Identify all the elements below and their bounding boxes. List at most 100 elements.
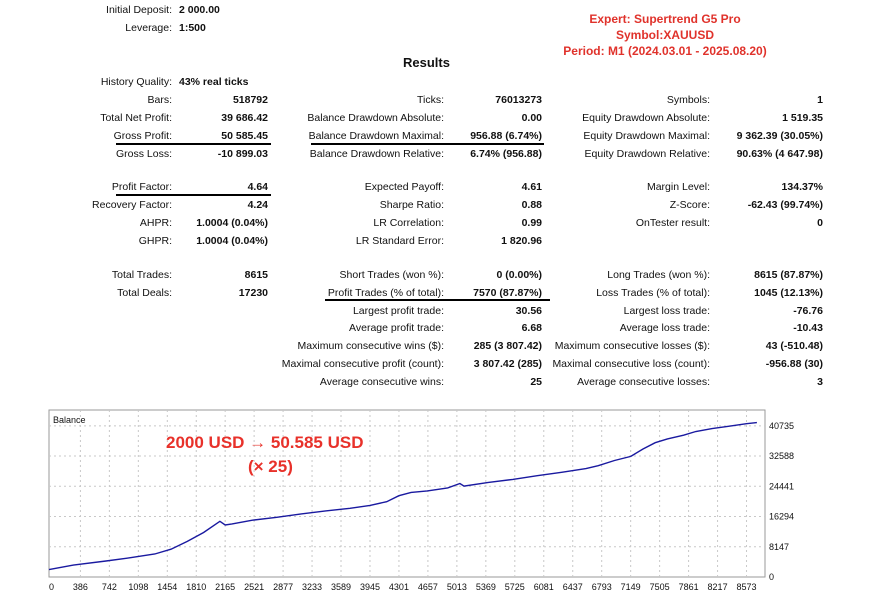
x-tick-label: 4301 <box>389 582 409 592</box>
x-tick-label: 5369 <box>476 582 496 592</box>
z-score-value: -62.43 (99.74%) <box>747 199 823 211</box>
profit-trades-label: Profit Trades (% of total): <box>327 287 444 299</box>
balance-dd-absolute-label: Balance Drawdown Absolute: <box>307 112 444 124</box>
average-loss-trade-label: Average loss trade: <box>619 322 710 334</box>
history-quality-value: 43% real ticks <box>179 76 249 88</box>
max-consecutive-wins-value: 285 (3 807.42) <box>473 340 542 352</box>
x-tick-label: 7149 <box>621 582 641 592</box>
balance-dd-relative-value: 6.74% (956.88) <box>470 148 542 160</box>
growth-annotation-line2: (× 25) <box>248 457 293 476</box>
bars-label: Bars: <box>147 94 172 106</box>
sharpe-ratio-value: 0.88 <box>521 199 542 211</box>
average-consecutive-losses-label: Average consecutive losses: <box>577 376 710 388</box>
symbols-label: Symbols: <box>666 94 710 106</box>
y-tick-label: 32588 <box>769 451 794 461</box>
long-trades-value: 8615 (87.87%) <box>754 269 823 281</box>
x-tick-label: 8217 <box>708 582 728 592</box>
largest-loss-trade-label: Largest loss trade: <box>623 305 710 317</box>
max-consecutive-losses-label: Maximum consecutive losses ($): <box>554 340 710 352</box>
average-consecutive-wins-label: Average consecutive wins: <box>319 376 444 388</box>
x-tick-label: 2165 <box>215 582 235 592</box>
balance-chart-svg: Balance 0 8147 16294 24441 32588 40735 0 386 742 1… <box>48 409 794 592</box>
gross-loss-value: -10 899.03 <box>217 148 268 160</box>
total-net-profit-label: Total Net Profit: <box>100 112 172 124</box>
y-tick-label: 40735 <box>769 421 794 431</box>
x-tick-label: 2521 <box>244 582 264 592</box>
leverage-label: Leverage: <box>125 22 172 34</box>
lr-correlation-value: 0.99 <box>521 217 542 229</box>
lr-correlation-label: LR Correlation: <box>373 217 444 229</box>
history-quality-label: History Quality: <box>100 76 172 88</box>
x-tick-label: 386 <box>73 582 88 592</box>
total-deals-label: Total Deals: <box>117 287 172 299</box>
average-consecutive-losses-value: 3 <box>817 376 823 388</box>
x-tick-label: 5725 <box>505 582 525 592</box>
largest-loss-trade-value: -76.76 <box>793 305 823 317</box>
lr-standard-error-value: 1 820.96 <box>501 235 542 247</box>
average-consecutive-wins-value: 25 <box>530 376 542 388</box>
gross-profit-value: 50 585.45 <box>221 130 268 142</box>
ahpr-value: 1.0004 (0.04%) <box>196 217 268 229</box>
long-trades-label: Long Trades (won %): <box>607 269 710 281</box>
test-period: Period: M1 (2024.03.01 - 2025.08.20) <box>563 44 767 58</box>
gross-loss-label: Gross Loss: <box>115 148 172 160</box>
average-loss-trade-value: -10.43 <box>793 322 823 334</box>
results-title: Results <box>403 55 450 70</box>
x-tick-label: 3233 <box>302 582 322 592</box>
x-tick-label: 3589 <box>331 582 351 592</box>
lr-standard-error-label: LR Standard Error: <box>355 235 444 247</box>
balance-dd-maximal-underline <box>311 143 544 145</box>
balance-dd-maximal-label: Balance Drawdown Maximal: <box>308 130 444 142</box>
total-net-profit-value: 39 686.42 <box>221 112 268 124</box>
x-tick-label: 1098 <box>128 582 148 592</box>
profit-factor-value: 4.64 <box>247 181 268 193</box>
equity-dd-relative-label: Equity Drawdown Relative: <box>584 148 710 160</box>
x-tick-label: 1810 <box>186 582 206 592</box>
initial-deposit-label: Initial Deposit: <box>106 4 172 16</box>
balance-chart: Balance 0 8147 16294 24441 32588 40735 0 386 742 1… <box>0 405 875 600</box>
x-tick-label: 0 <box>49 582 54 592</box>
recovery-factor-value: 4.24 <box>247 199 268 211</box>
balance-dd-relative-label: Balance Drawdown Relative: <box>309 148 444 160</box>
gross-profit-underline <box>116 143 271 145</box>
expected-payoff-value: 4.61 <box>521 181 542 193</box>
ticks-label: Ticks: <box>416 94 444 106</box>
profit-factor-underline <box>116 194 271 196</box>
balance-dd-maximal-value: 956.88 (6.74%) <box>470 130 542 142</box>
x-tick-label: 6437 <box>563 582 583 592</box>
leverage-value: 1:500 <box>179 22 206 34</box>
equity-dd-absolute-value: 1 519.35 <box>782 112 823 124</box>
expected-payoff-label: Expected Payoff: <box>364 181 444 193</box>
x-tick-label: 6793 <box>592 582 612 592</box>
average-profit-trade-label: Average profit trade: <box>349 322 444 334</box>
equity-dd-maximal-value: 9 362.39 (30.05%) <box>736 130 823 142</box>
total-trades-value: 8615 <box>244 269 268 281</box>
maximal-consecutive-loss-label: Maximal consecutive loss (count): <box>552 358 710 370</box>
loss-trades-value: 1045 (12.13%) <box>754 287 823 299</box>
bars-value: 518792 <box>232 94 268 106</box>
growth-annotation-line1: 2000 USD → 50.585 USD <box>166 433 364 452</box>
x-tick-label: 3945 <box>360 582 380 592</box>
x-tick-label: 5013 <box>447 582 467 592</box>
ghpr-label: GHPR: <box>138 235 172 247</box>
profit-trades-underline <box>325 299 550 301</box>
y-tick-label: 0 <box>769 572 774 582</box>
total-deals-value: 17230 <box>238 287 268 299</box>
maximal-consecutive-loss-value: -956.88 (30) <box>765 358 823 370</box>
gross-profit-label: Gross Profit: <box>113 130 172 142</box>
z-score-label: Z-Score: <box>669 199 710 211</box>
short-trades-label: Short Trades (won %): <box>339 269 444 281</box>
profit-factor-label: Profit Factor: <box>111 181 172 193</box>
recovery-factor-label: Recovery Factor: <box>92 199 172 211</box>
y-tick-label: 24441 <box>769 481 794 491</box>
x-tick-label: 7861 <box>679 582 699 592</box>
total-trades-label: Total Trades: <box>111 269 172 281</box>
maximal-consecutive-profit-label: Maximal consecutive profit (count): <box>281 358 444 370</box>
short-trades-value: 0 (0.00%) <box>496 269 542 281</box>
balance-dd-absolute-value: 0.00 <box>521 112 542 124</box>
x-tick-label: 1454 <box>157 582 177 592</box>
x-tick-label: 6081 <box>534 582 554 592</box>
x-tick-label: 2877 <box>273 582 293 592</box>
margin-level-label: Margin Level: <box>646 181 710 193</box>
ontester-result-label: OnTester result: <box>635 217 710 229</box>
